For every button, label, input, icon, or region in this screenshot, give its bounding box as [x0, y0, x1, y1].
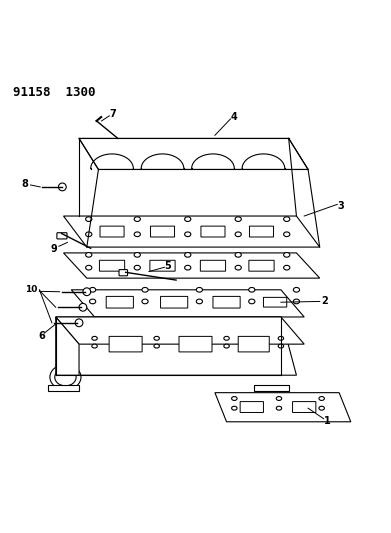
Ellipse shape: [90, 287, 96, 292]
Polygon shape: [71, 290, 304, 317]
Ellipse shape: [50, 365, 81, 390]
FancyBboxPatch shape: [292, 401, 316, 413]
Ellipse shape: [283, 232, 290, 237]
Ellipse shape: [185, 217, 191, 222]
Ellipse shape: [92, 336, 97, 340]
Text: 7: 7: [109, 109, 116, 119]
Polygon shape: [215, 393, 351, 422]
Ellipse shape: [319, 406, 325, 410]
Ellipse shape: [134, 253, 140, 257]
Ellipse shape: [276, 397, 282, 400]
Ellipse shape: [278, 336, 283, 340]
Ellipse shape: [276, 406, 282, 410]
Ellipse shape: [224, 344, 229, 348]
Text: 5: 5: [164, 261, 171, 271]
Polygon shape: [56, 317, 79, 375]
Ellipse shape: [283, 217, 290, 222]
FancyBboxPatch shape: [109, 336, 142, 352]
Ellipse shape: [231, 406, 237, 410]
Ellipse shape: [134, 217, 140, 222]
Ellipse shape: [319, 397, 325, 400]
Ellipse shape: [283, 265, 290, 270]
Polygon shape: [63, 216, 320, 247]
FancyBboxPatch shape: [161, 296, 188, 308]
Text: 6: 6: [38, 330, 45, 341]
Polygon shape: [56, 317, 296, 375]
Polygon shape: [48, 385, 79, 391]
Ellipse shape: [185, 265, 191, 270]
Ellipse shape: [185, 232, 191, 237]
Ellipse shape: [83, 288, 91, 296]
Ellipse shape: [283, 253, 290, 257]
FancyBboxPatch shape: [240, 401, 264, 413]
Text: 10: 10: [25, 285, 38, 294]
Ellipse shape: [90, 299, 96, 304]
Polygon shape: [254, 385, 289, 391]
Ellipse shape: [154, 344, 160, 348]
Ellipse shape: [86, 217, 92, 222]
Ellipse shape: [75, 319, 83, 327]
Ellipse shape: [142, 299, 148, 304]
FancyBboxPatch shape: [119, 270, 127, 276]
Polygon shape: [56, 317, 304, 344]
Polygon shape: [79, 139, 308, 169]
Text: 4: 4: [230, 111, 237, 122]
FancyBboxPatch shape: [150, 260, 175, 271]
Ellipse shape: [59, 183, 66, 191]
FancyBboxPatch shape: [249, 260, 274, 271]
Ellipse shape: [86, 253, 92, 257]
FancyBboxPatch shape: [100, 226, 124, 237]
Ellipse shape: [142, 287, 148, 292]
Text: 3: 3: [338, 201, 344, 211]
FancyBboxPatch shape: [213, 296, 240, 308]
FancyBboxPatch shape: [106, 296, 133, 308]
Ellipse shape: [79, 303, 87, 311]
FancyBboxPatch shape: [264, 297, 287, 307]
FancyBboxPatch shape: [200, 260, 226, 271]
FancyBboxPatch shape: [57, 233, 67, 239]
FancyBboxPatch shape: [201, 226, 225, 237]
Ellipse shape: [86, 265, 92, 270]
Ellipse shape: [235, 253, 241, 257]
Ellipse shape: [154, 336, 160, 340]
Ellipse shape: [196, 299, 203, 304]
Ellipse shape: [196, 287, 203, 292]
Ellipse shape: [235, 232, 241, 237]
Text: 9: 9: [50, 244, 57, 254]
Text: 8: 8: [21, 179, 28, 189]
Text: 2: 2: [321, 296, 328, 306]
Ellipse shape: [86, 232, 92, 237]
Ellipse shape: [235, 217, 241, 222]
Ellipse shape: [249, 287, 255, 292]
Ellipse shape: [134, 232, 140, 237]
Ellipse shape: [231, 397, 237, 400]
Text: 91158  1300: 91158 1300: [13, 86, 95, 99]
Ellipse shape: [293, 287, 300, 292]
FancyBboxPatch shape: [99, 260, 125, 271]
FancyBboxPatch shape: [238, 336, 269, 352]
Ellipse shape: [55, 368, 76, 386]
FancyBboxPatch shape: [179, 336, 212, 352]
FancyBboxPatch shape: [151, 226, 174, 237]
Ellipse shape: [92, 344, 97, 348]
Ellipse shape: [224, 336, 229, 340]
Text: 1: 1: [324, 416, 331, 426]
Ellipse shape: [293, 299, 300, 304]
FancyBboxPatch shape: [249, 226, 274, 237]
Ellipse shape: [249, 299, 255, 304]
Polygon shape: [63, 253, 320, 278]
Ellipse shape: [185, 253, 191, 257]
Ellipse shape: [235, 265, 241, 270]
Ellipse shape: [134, 265, 140, 270]
Ellipse shape: [278, 344, 283, 348]
